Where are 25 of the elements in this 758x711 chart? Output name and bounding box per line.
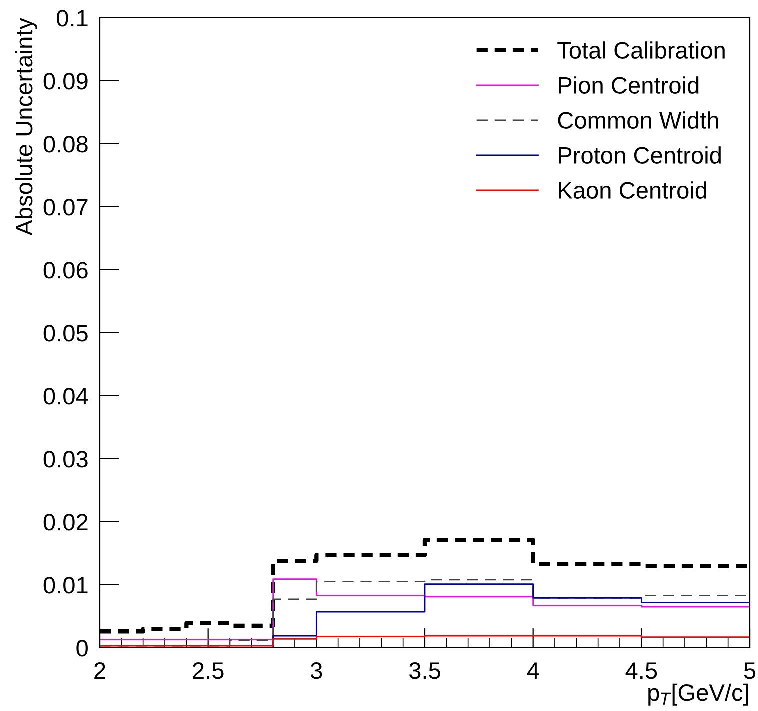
x-tick-label: 5 [744, 662, 756, 680]
y-tick-label: 0 [76, 640, 88, 657]
x-tick-label: 3.5 [409, 662, 440, 680]
x-tick-label: 4 [527, 662, 540, 679]
legend-label: Total Calibration [558, 42, 725, 59]
legend-label: Pion Centroid [559, 76, 699, 94]
legend-label: Common Width [558, 112, 718, 129]
y-tick-label: 0.08 [44, 136, 88, 153]
legend-label: Kaon Centroid [559, 182, 707, 199]
y-tick-label: 0.1 [56, 10, 88, 27]
y-tick-label: 0.05 [44, 325, 88, 342]
y-tick-label: 0.09 [44, 73, 88, 90]
y-tick-label: 0.01 [44, 577, 88, 594]
y-tick-label: 0.06 [44, 262, 88, 279]
y-tick-label: 0.03 [44, 451, 88, 468]
x-axis-title: p$_{T}$[GeV/c] [648, 684, 748, 706]
legend-label: Proton Centroid [559, 146, 721, 164]
x-tick-label: 4.5 [626, 662, 658, 680]
y-axis-title: Absolute Uncertainty [15, 18, 38, 236]
x-tick-label: 2 [94, 662, 106, 679]
y-tick-label: 0.04 [44, 388, 88, 405]
x-tick-label: 2.5 [193, 662, 224, 680]
x-tick-label: 3 [311, 662, 322, 680]
y-tick-label: 0.02 [44, 514, 88, 531]
y-tick-label: 0.07 [44, 199, 88, 216]
